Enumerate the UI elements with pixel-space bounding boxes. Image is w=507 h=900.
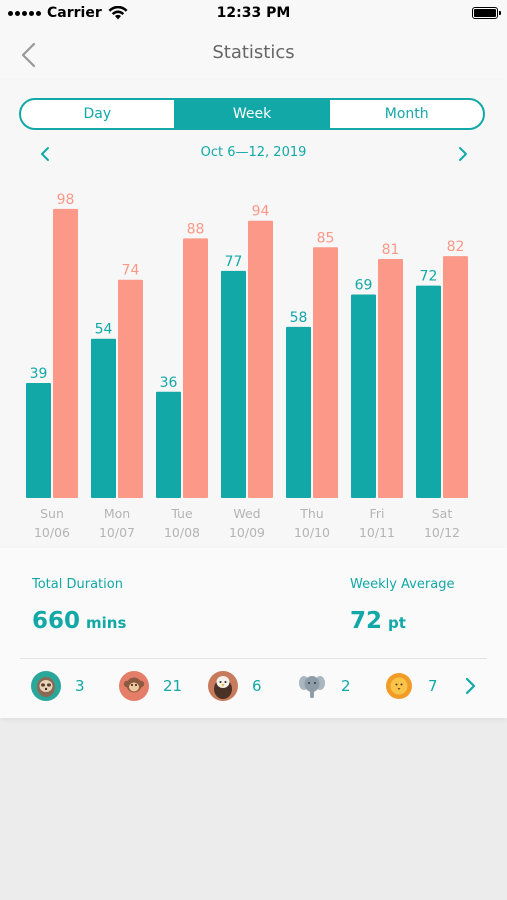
bar-value-label: 69 (355, 277, 373, 293)
bar-series-2 (248, 220, 273, 498)
bar-series-1 (351, 294, 376, 498)
tab-month[interactable]: Month (328, 100, 483, 128)
nav-bar: Statistics (0, 30, 507, 80)
carrier-label: Carrier (47, 5, 102, 21)
bar-series-1 (156, 391, 181, 498)
bar-value-label: 39 (30, 366, 48, 382)
x-tick-day-label: Tue (170, 506, 193, 521)
elephant-icon (299, 676, 325, 698)
period-tabs: Day Week Month (19, 98, 485, 130)
monkey-icon (119, 671, 149, 701)
bar-value-label: 74 (122, 263, 140, 279)
x-tick-day-label: Mon (104, 506, 130, 521)
bar-value-label: 88 (187, 221, 205, 237)
bar-value-label: 72 (420, 269, 438, 285)
animal-item: 21 (119, 670, 182, 702)
elephant-count: 2 (341, 677, 351, 695)
x-tick-date-label: 10/11 (359, 525, 395, 540)
signal-icon (8, 10, 41, 16)
bar-series-2 (53, 208, 78, 498)
animal-item: 2 (297, 670, 351, 702)
bar-series-2 (313, 247, 338, 498)
x-tick-date-label: 10/08 (164, 525, 200, 540)
bar-value-label: 94 (252, 204, 270, 220)
page-title: Statistics (212, 42, 295, 63)
bar-series-2 (183, 238, 208, 498)
bar-series-1 (221, 270, 246, 498)
bar-value-label: 85 (317, 230, 335, 246)
tab-week[interactable]: Week (173, 100, 329, 128)
x-tick-day-label: Wed (233, 506, 260, 521)
sloth-count: 3 (75, 677, 85, 695)
bar-value-label: 82 (447, 239, 465, 255)
bar-series-1 (91, 338, 116, 498)
monkey-count: 21 (163, 677, 183, 695)
divider (20, 658, 487, 659)
bar-series-2 (118, 279, 143, 498)
total-duration-number: 660 (32, 608, 81, 634)
wifi-icon (108, 6, 128, 20)
bar-series-1 (286, 326, 311, 498)
x-tick-day-label: Thu (299, 506, 323, 521)
battery-icon (472, 7, 501, 19)
eagle-count: 6 (252, 677, 262, 695)
animal-item: 6 (208, 670, 262, 702)
next-week-chevron-icon[interactable] (451, 142, 475, 166)
week-range-label: Oct 6—12, 2019 (200, 145, 307, 160)
bar-series-2 (443, 256, 468, 498)
bar-value-label: 81 (382, 242, 400, 258)
bar-value-label: 98 (57, 192, 75, 208)
weekly-average-label: Weekly Average (350, 577, 455, 592)
total-duration-unit: mins (86, 614, 127, 632)
bar-value-label: 77 (225, 254, 243, 270)
tab-day[interactable]: Day (83, 106, 112, 122)
previous-week-chevron-icon[interactable] (33, 142, 57, 166)
bar-value-label: 58 (290, 310, 308, 326)
weekly-average-value: 72 pt (350, 608, 406, 634)
summary-panel: Total Duration 660 mins Weekly Average 72… (0, 548, 507, 718)
sloth-icon (31, 671, 61, 701)
bar-value-label: 54 (95, 322, 113, 338)
x-tick-date-label: 10/09 (229, 525, 265, 540)
x-tick-day-label: Fri (370, 506, 385, 521)
eagle-icon (208, 671, 238, 701)
lion-icon (386, 673, 412, 699)
x-tick-date-label: 10/07 (99, 525, 135, 540)
total-duration-value: 660 mins (32, 608, 126, 634)
animal-item: 7 (384, 670, 438, 702)
x-tick-date-label: 10/06 (34, 525, 70, 540)
carrier-area: Carrier (8, 5, 128, 21)
weekly-bar-chart: 39 98 Sun 10/06 54 74 Mon 10/07 36 88 Tue 10/08 77 94… (26, 192, 468, 540)
more-chevron-icon[interactable] (457, 673, 483, 699)
x-tick-date-label: 10/12 (424, 525, 460, 540)
animal-counts: 3 21 6 (0, 670, 507, 704)
status-bar: Carrier 12:33 PM (0, 0, 507, 30)
x-tick-day-label: Sun (40, 506, 64, 521)
bar-series-2 (378, 259, 403, 498)
x-tick-day-label: Sat (432, 506, 453, 521)
bar-value-label: 36 (160, 375, 178, 391)
status-time: 12:33 PM (216, 5, 291, 21)
weekly-average-number: 72 (350, 608, 383, 634)
animal-item: 3 (31, 670, 85, 702)
lion-count: 7 (428, 677, 438, 695)
week-navigator: Oct 6—12, 2019 (0, 140, 507, 168)
bar-series-1 (416, 285, 441, 498)
total-duration-label: Total Duration (32, 577, 123, 592)
back-chevron-icon[interactable] (14, 40, 44, 70)
weekly-average-unit: pt (388, 614, 406, 632)
bar-series-1 (26, 382, 51, 498)
x-tick-date-label: 10/10 (294, 525, 330, 540)
